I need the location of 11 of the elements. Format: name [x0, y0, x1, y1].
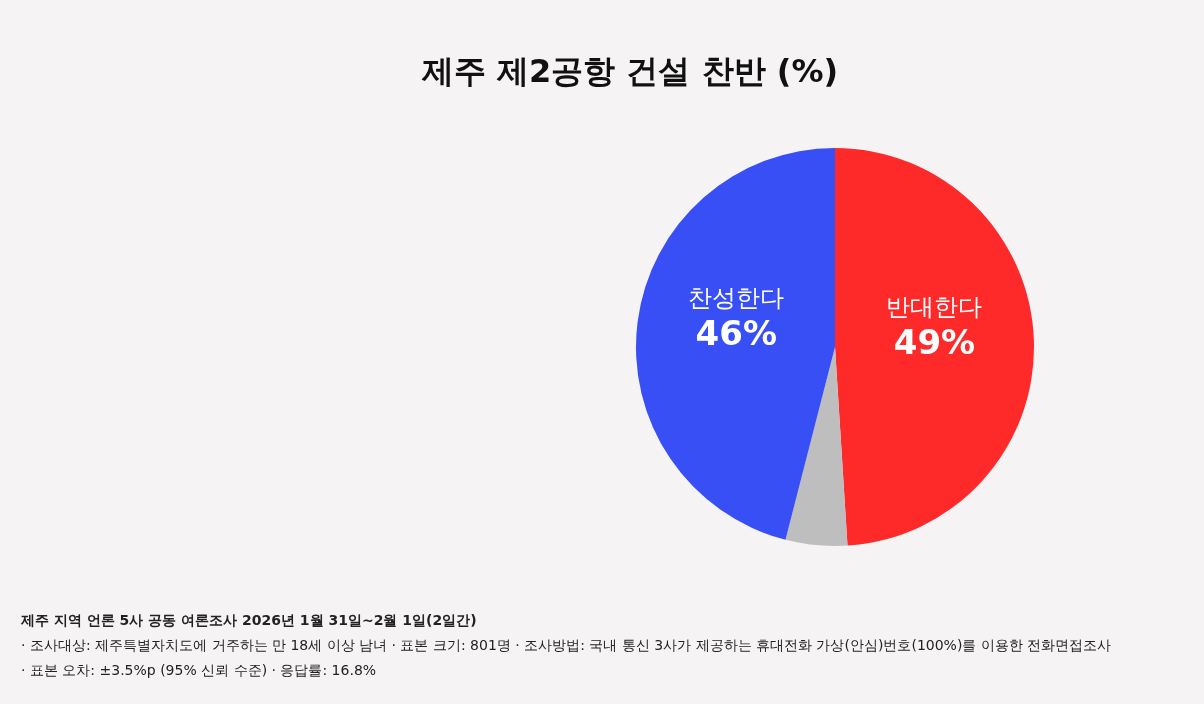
slice-label: 찬성한다 [688, 283, 785, 312]
pie-slice [785, 347, 848, 546]
text: 제주 지역 언론 5사 공동 여론조사 2026년 1월 31일~2월 1일(2일간) [20, 612, 477, 628]
text: · 표본 오차: ±3.5%p (95% 신뢰 수준) · 응답률: 16.8% [21, 662, 377, 678]
data-label: 49% [893, 321, 976, 362]
pie-slice [636, 148, 835, 540]
pie-slice [835, 148, 1034, 546]
slice-label: 반대한다 [886, 292, 983, 321]
chart-title: 제주 제2공항 건설 찬반 (%) [420, 52, 839, 90]
text: · 조사대상: 제주특별자치도에 거주하는 만 18세 이상 남녀 · 표본 크기: 801명 · 조사방법: 국내 통신 3사가 제공하는 휴대전화 가상(안심)번호(100%)를 이용한 전화면접조사 [21, 637, 1112, 653]
data-label: 46% [695, 312, 777, 353]
